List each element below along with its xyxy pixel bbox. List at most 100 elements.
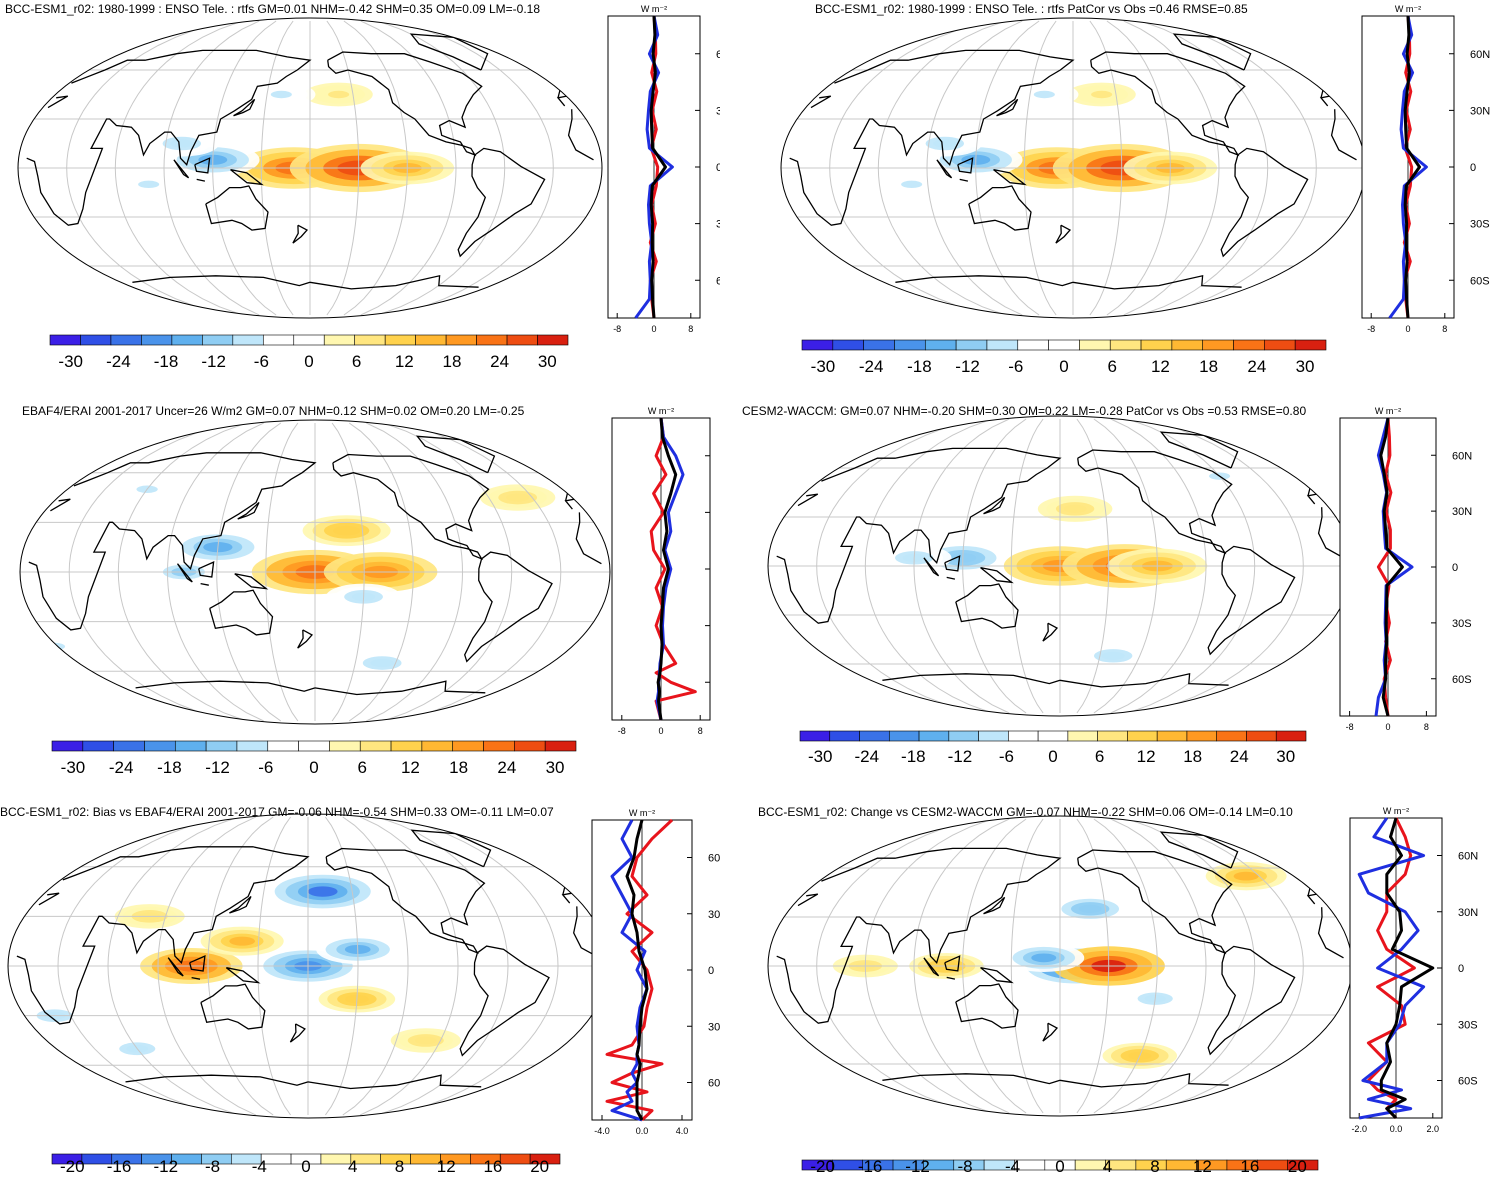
longitude-line <box>913 818 1010 1114</box>
anomaly-patch <box>333 525 361 536</box>
colorbar-box <box>1171 339 1204 351</box>
longitude-line <box>163 20 260 316</box>
unit-label: W m⁻² <box>629 808 655 818</box>
colorbar: -30 -24 -18 -12 -6 0 6 12 18 24 30 <box>49 334 569 371</box>
lat-tick-label: 30N <box>1452 506 1472 518</box>
colorbar-tick-label: -4 <box>252 1157 267 1172</box>
longitude-line <box>207 816 274 1116</box>
colorbar-box <box>359 740 392 752</box>
colorbar-box <box>82 740 114 752</box>
panel-1: BCC-ESM1_r02: 1980-1999 : ENSO Tele. : r… <box>0 0 736 380</box>
graticule <box>781 20 1365 316</box>
colorbar-box <box>1140 339 1173 351</box>
colorbar-box <box>1109 339 1142 351</box>
colorbar-box <box>1156 730 1188 742</box>
colorbar-tick-label: -30 <box>58 352 83 371</box>
colorbar-box <box>298 740 330 752</box>
colorbar-box <box>267 740 299 752</box>
panel-title: BCC-ESM1_r02: Change vs CESM2-WACCM GM=-… <box>758 805 1293 819</box>
colorbar-box <box>514 740 546 752</box>
coastline <box>289 1023 306 1043</box>
x-tick-label: -8 <box>618 726 626 736</box>
coastline <box>410 829 492 868</box>
x-tick-label: -8 <box>613 324 621 334</box>
longitude-line <box>359 816 459 1116</box>
longitude-line <box>1140 20 1269 316</box>
colorbar-box <box>1067 730 1098 742</box>
coastline <box>944 955 961 972</box>
longitude-line <box>257 816 292 1116</box>
colorbar-box <box>499 1153 531 1165</box>
longitude-line <box>1157 20 1317 316</box>
colorbar-box <box>1127 730 1158 742</box>
colorbar-tick-label: -20 <box>60 1157 85 1172</box>
colorbar-tick-label: 12 <box>1193 1157 1212 1172</box>
colorbar: -30 -24 -18 -12 -6 0 6 12 18 24 30 <box>799 730 1307 766</box>
anomaly-patch <box>1033 90 1055 99</box>
lat-tick-label: 0 <box>1452 562 1458 574</box>
panel-title: BCC-ESM1_r02: Bias vs EBAF4/ERAI 2001-20… <box>0 805 554 819</box>
anomaly-patch <box>138 180 160 189</box>
coastline <box>292 224 309 244</box>
x-tick-label: 0 <box>1405 324 1410 334</box>
longitude-line <box>864 818 993 1114</box>
x-tick-label: 0.0 <box>1390 1124 1403 1134</box>
colorbar-tick-label: -12 <box>205 758 230 777</box>
colorbar-box <box>262 334 295 346</box>
colorbar-tick-label: 24 <box>1230 747 1249 766</box>
longitude-line <box>212 20 277 316</box>
colorbar-tick-label: -30 <box>808 747 833 766</box>
coastline <box>983 496 1006 515</box>
colorbar-box <box>948 730 979 742</box>
longitude-line <box>1127 418 1256 714</box>
longitude-line <box>913 418 1010 714</box>
anomaly-patch <box>1188 205 1209 213</box>
colorbar-tick-label: 4 <box>348 1157 357 1172</box>
colorbar-tick-label: -30 <box>811 357 836 376</box>
longitude-line <box>383 422 513 722</box>
colorbar-tick-label: -4 <box>1005 1157 1020 1172</box>
longitude-line <box>157 816 257 1116</box>
colorbar-box <box>141 334 173 346</box>
coastline <box>968 185 1032 231</box>
colorbar-tick-label: 24 <box>497 758 516 777</box>
coastline <box>237 502 260 520</box>
coastline <box>776 847 1344 1024</box>
zonal-series-line <box>1379 817 1435 1120</box>
coastline <box>173 159 190 179</box>
colorbar-tick-label: -6 <box>999 747 1014 766</box>
anomaly-patch <box>1063 504 1087 513</box>
longitude-line <box>377 816 509 1116</box>
colorbar-box <box>1216 730 1247 742</box>
longitude-line <box>1023 20 1057 316</box>
panel-3: EBAF4/ERAI 2001-2017 Uncer=26 W/m2 GM=0.… <box>0 400 746 780</box>
coastline <box>209 589 274 636</box>
longitude-line <box>1010 418 1044 714</box>
panel-4: CESM2-WACCM: GM=0.07 NHM=-0.20 SHM=0.30 … <box>740 400 1500 780</box>
colorbar-tick-label: 30 <box>1276 747 1295 766</box>
coastline <box>327 51 483 157</box>
lat-tick-label: 60N <box>1458 851 1478 863</box>
longitude-line <box>1093 418 1158 714</box>
zonal-series-line <box>1376 417 1393 717</box>
longitude-line <box>114 20 243 316</box>
colorbar-tick-label: -12 <box>154 1157 179 1172</box>
colorbar: -20 -16 -12 -8 -4 0 4 8 12 16 20 <box>801 1157 1319 1176</box>
zonal-series-line <box>656 417 678 721</box>
colorbar-box <box>421 740 454 752</box>
colorbar-box <box>1264 339 1296 351</box>
longitude-line <box>166 422 264 722</box>
coastline <box>1207 945 1296 1056</box>
colorbar-tick-label: 6 <box>1095 747 1104 766</box>
zonal-series-line <box>648 15 660 319</box>
x-tick-label: 2.0 <box>1427 1124 1440 1134</box>
coastlines <box>28 435 602 696</box>
longitude-line <box>394 20 554 316</box>
coastline <box>205 185 269 231</box>
map-border <box>17 17 603 319</box>
colorbar-tick-label: -20 <box>810 1157 835 1172</box>
colorbar-box <box>888 730 920 742</box>
coastline <box>200 983 266 1030</box>
colorbar-tick-label: 12 <box>1151 357 1170 376</box>
